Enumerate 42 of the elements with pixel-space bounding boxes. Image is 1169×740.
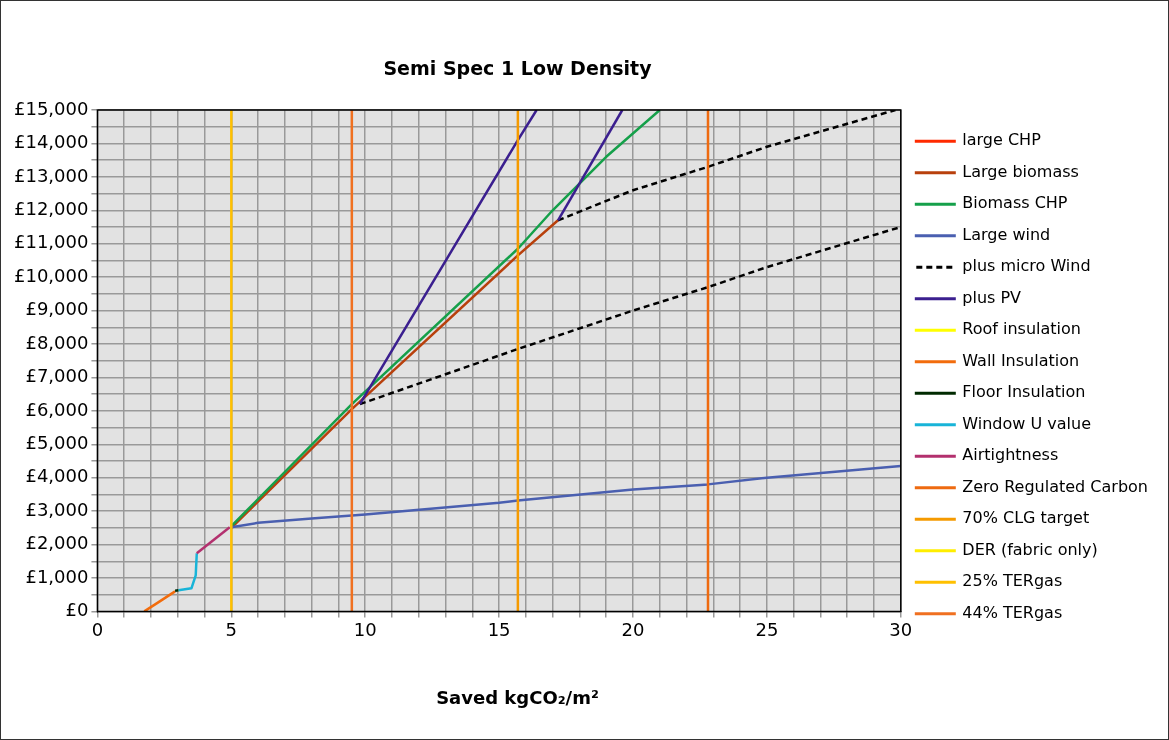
y-tick-label: £6,000 — [25, 398, 89, 420]
x-tick-label: 30 — [889, 618, 913, 640]
legend-label: Airtightness — [962, 445, 1059, 465]
legend-label: DER (fabric only) — [962, 539, 1098, 559]
legend-label: Window U value — [962, 413, 1091, 433]
y-tick-label: £2,000 — [25, 532, 89, 554]
y-tick-label: £13,000 — [14, 164, 89, 186]
legend-label: Biomass CHP — [962, 193, 1068, 213]
y-tick-label: £14,000 — [14, 131, 89, 153]
x-tick-label: 15 — [487, 618, 511, 640]
legend-label: plus PV — [962, 287, 1022, 307]
legend-label: Large biomass — [962, 161, 1079, 181]
y-tick-label: £1,000 — [25, 565, 89, 587]
legend-label: Roof insulation — [962, 319, 1081, 339]
line-series — [358, 225, 901, 406]
y-tick-label: £15,000 — [14, 97, 89, 119]
chart-title: Semi Spec 1 Low Density — [382, 57, 653, 79]
y-tick-label: £5,000 — [25, 431, 89, 453]
y-tick-label: £9,000 — [25, 298, 89, 320]
x-tick-label: 20 — [621, 618, 645, 640]
legend-label: Zero Regulated Carbon — [962, 476, 1149, 496]
y-tick-label: £7,000 — [25, 365, 89, 387]
y-tick-label: £3,000 — [25, 498, 89, 520]
y-tick-label: £4,000 — [25, 465, 89, 487]
y-tick-label: £0 — [65, 599, 89, 621]
legend-label: Large wind — [962, 224, 1051, 244]
legend-label: Floor Insulation — [962, 382, 1086, 402]
x-axis-title: Saved kgCO₂/m² — [435, 687, 600, 708]
legend-label: 44% TERgas — [962, 602, 1063, 622]
x-tick-label: 5 — [225, 618, 238, 640]
y-tick-label: £10,000 — [14, 264, 89, 286]
x-tick-label: 25 — [755, 618, 779, 640]
y-tick-label: £12,000 — [14, 197, 89, 219]
x-tick-label: 0 — [91, 618, 104, 640]
legend-label: 25% TERgas — [962, 571, 1063, 591]
legend-label: plus micro Wind — [962, 256, 1091, 276]
x-tick-label: 10 — [353, 618, 377, 640]
y-tick-label: £11,000 — [14, 231, 89, 253]
legend-label: Wall Insulation — [962, 350, 1080, 370]
legend-label: large CHP — [962, 130, 1042, 150]
y-tick-label: £8,000 — [25, 331, 89, 353]
legend-label: 70% CLG target — [962, 508, 1090, 528]
